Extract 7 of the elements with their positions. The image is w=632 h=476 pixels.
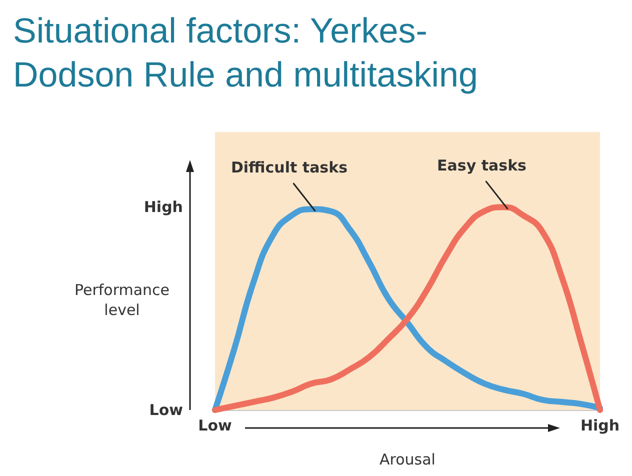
text: Low (149, 401, 184, 419)
y-axis-title: Performance level (74, 281, 170, 319)
chart-title: Situational factors: Yerkes- Dodson Rule and multitasking (13, 12, 478, 94)
x-axis-title: Arousal (380, 450, 436, 468)
text: High (144, 198, 183, 216)
text: Easy tasks (437, 156, 527, 175)
text: Difficult tasks (230, 158, 348, 177)
